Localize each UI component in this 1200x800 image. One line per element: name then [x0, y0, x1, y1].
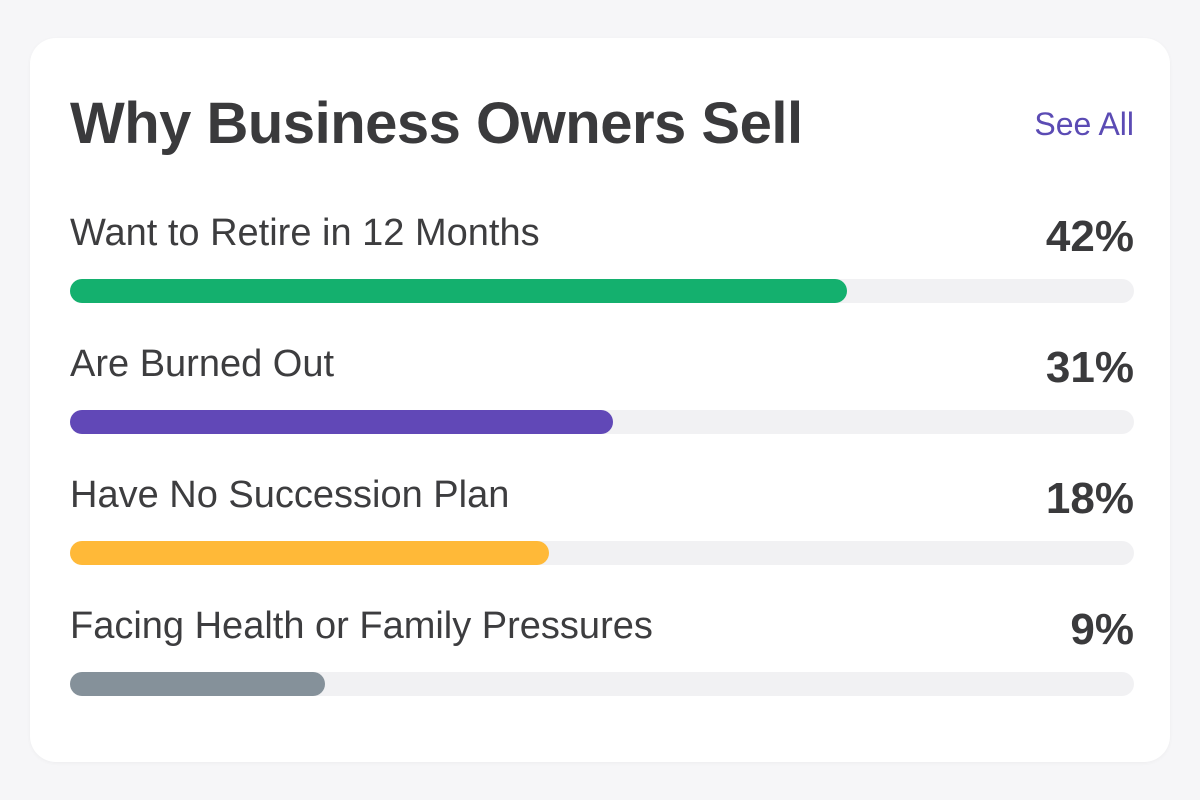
progress-fill [70, 672, 326, 696]
progress-fill [70, 410, 613, 434]
reason-row-succession: Have No Succession Plan 18% [70, 462, 1134, 593]
reason-label: Have No Succession Plan [70, 474, 510, 516]
progress-track [70, 279, 1134, 303]
reason-percentage: 31% [1045, 343, 1134, 392]
reason-label: Are Burned Out [70, 343, 335, 385]
reason-label: Facing Health or Family Pressures [70, 605, 653, 647]
progress-track [70, 410, 1134, 434]
reason-percentage: 18% [1045, 474, 1134, 523]
reasons-list: Want to Retire in 12 Months 42% Are Burn… [70, 200, 1134, 724]
card-title: Why Business Owners Sell [70, 91, 803, 156]
progress-track [70, 672, 1134, 696]
reason-row-health-family: Facing Health or Family Pressures 9% [70, 593, 1134, 724]
reason-row-burned-out: Are Burned Out 31% [70, 331, 1134, 462]
reason-label: Want to Retire in 12 Months [70, 212, 540, 254]
progress-fill [70, 541, 549, 565]
reason-percentage: 42% [1045, 212, 1134, 261]
card-header: Why Business Owners Sell See All [70, 84, 1134, 164]
reason-percentage: 9% [1070, 605, 1134, 654]
see-all-link[interactable]: See All [1034, 106, 1134, 142]
progress-fill [70, 279, 847, 303]
reason-row-retire: Want to Retire in 12 Months 42% [70, 200, 1134, 331]
reasons-card [30, 38, 1170, 762]
progress-track [70, 541, 1134, 565]
